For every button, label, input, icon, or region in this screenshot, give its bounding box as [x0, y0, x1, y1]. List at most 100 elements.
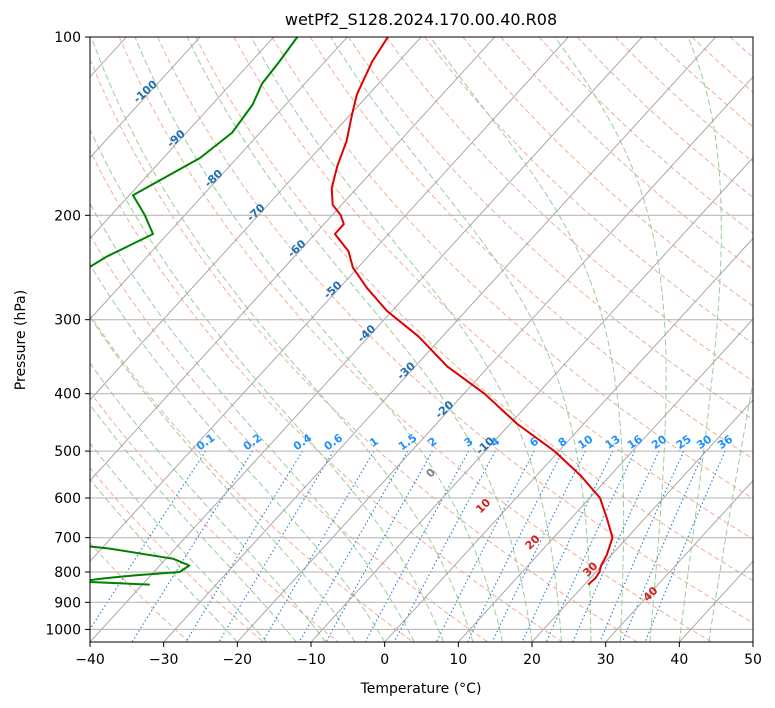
mixing-ratio-line	[90, 450, 207, 631]
x-tick-label: 0	[380, 652, 389, 668]
mixing-ratio-label: 1.5	[396, 431, 419, 453]
dry-adiabat	[118, 37, 712, 642]
moist-adiabat-label: 0	[424, 466, 439, 481]
isotherm	[752, 641, 753, 642]
moist-adiabat	[90, 403, 297, 642]
dry-adiabat	[615, 37, 753, 163]
y-tick-label: 500	[54, 444, 81, 460]
x-axis-ticks: −40 −30 −20 −10 0 10 20 30 40 50	[75, 642, 762, 668]
mixing-ratio-line	[325, 450, 433, 642]
mixing-ratio-label: 20	[649, 432, 669, 452]
dewpoint-line	[90, 37, 299, 586]
moist-adiabat	[90, 315, 356, 642]
plot-frame	[89, 36, 754, 643]
moist-adiabat-label: 20	[523, 532, 543, 552]
moist-adiabat	[90, 37, 474, 642]
dry-adiabat	[90, 391, 339, 642]
mixing-ratio-label: 1	[367, 435, 381, 450]
isotherm-label: -40	[355, 322, 379, 345]
mixing-ratio-label: 16	[625, 432, 645, 452]
moist-adiabat	[90, 442, 268, 642]
mixing-ratio-label: 36	[715, 432, 735, 452]
y-axis-ticks: 100 200 300 400 500 600 700 800 900 1000	[45, 30, 90, 638]
isotherm	[531, 399, 753, 642]
y-axis-label: Pressure (hPa)	[13, 290, 29, 390]
mixing-ratio-line	[467, 450, 564, 642]
dry-adiabat	[729, 37, 753, 59]
mixing-ratio-label: 2	[426, 435, 440, 450]
mixing-ratio-label: 13	[603, 433, 623, 452]
x-tick-label: −30	[149, 652, 179, 668]
mixing-ratio-line	[364, 450, 470, 642]
y-tick-label: 400	[54, 387, 81, 403]
isotherm	[457, 318, 753, 642]
dry-adiabat	[386, 37, 753, 382]
y-tick-label: 300	[54, 313, 81, 329]
mixing-ratio-line	[599, 450, 685, 642]
profile-series	[90, 37, 614, 586]
isotherm-label: -90	[164, 127, 188, 150]
temperature-line	[330, 37, 614, 586]
dry-adiabat	[90, 149, 563, 642]
isotherm	[605, 479, 753, 642]
isotherm-label: -30	[395, 359, 419, 382]
moist-adiabat	[90, 478, 238, 642]
x-tick-label: 20	[523, 652, 541, 668]
y-tick-label: 200	[54, 208, 81, 224]
moist-adiabats	[90, 37, 753, 642]
dry-adiabat	[538, 37, 753, 234]
isotherm	[90, 37, 496, 482]
dry-adiabat	[157, 37, 753, 624]
dry-adiabat	[90, 467, 264, 642]
dry-adiabat	[691, 37, 753, 93]
x-tick-label: 30	[597, 652, 615, 668]
moist-adiabat	[134, 37, 503, 642]
moist-adiabat	[90, 362, 327, 642]
moist-adiabat-label: 10	[473, 496, 493, 516]
y-tick-label: 900	[54, 595, 81, 611]
mixing-ratio-line	[185, 450, 304, 642]
dry-adiabat	[195, 37, 753, 582]
mixing-ratio-line	[521, 450, 614, 642]
isotherm-label: -70	[244, 201, 268, 224]
isotherm-label: -50	[321, 278, 345, 301]
x-tick-label: −10	[296, 652, 326, 668]
y-tick-label: 800	[54, 565, 81, 581]
isotherm	[384, 237, 753, 642]
moist-adiabat	[678, 37, 722, 642]
mixing-ratio-line	[621, 450, 705, 642]
y-tick-label: 1000	[45, 622, 81, 638]
x-tick-label: 50	[744, 652, 762, 668]
dry-adiabat	[424, 37, 753, 344]
chart-title: wetPf2_S128.2024.170.00.40.R08	[285, 10, 557, 30]
isotherm	[90, 37, 643, 642]
dry-adiabat	[347, 37, 753, 421]
dry-adiabats	[90, 37, 753, 642]
isotherm	[163, 37, 717, 642]
moist-adiabat	[554, 37, 667, 642]
moist-adiabat	[250, 37, 562, 642]
moist-adiabat	[330, 37, 592, 642]
isotherm-label: -100	[131, 78, 160, 106]
x-tick-label: 40	[670, 652, 688, 668]
mixing-ratio-label: 25	[674, 433, 694, 452]
mixing-ratio-line	[393, 450, 496, 642]
moist-adiabat	[90, 128, 445, 642]
plot-area: -100-90-80-70-60-50-40-30-20-100.1 0.2 0.4…	[90, 37, 753, 642]
isotherm	[90, 37, 348, 320]
background-line-labels: -100-90-80-70-60-50-40-30-20-100.1 0.2 0.4…	[131, 78, 736, 605]
mixing-ratio-lines	[90, 450, 726, 642]
x-tick-label: 10	[449, 652, 467, 668]
moist-adiabat	[708, 379, 753, 642]
isotherm	[90, 37, 569, 562]
isotherm	[90, 37, 201, 159]
mixing-ratio-label: 0.4	[291, 431, 315, 453]
mixing-ratio-line	[572, 450, 660, 642]
isotherm	[90, 37, 422, 401]
mixing-ratio-label: 30	[694, 432, 714, 452]
isotherm	[310, 156, 753, 642]
mixing-ratio-label: 10	[575, 432, 595, 452]
dry-adiabat	[90, 58, 638, 642]
isotherm	[236, 76, 753, 642]
isotherm-label: -20	[433, 398, 457, 421]
